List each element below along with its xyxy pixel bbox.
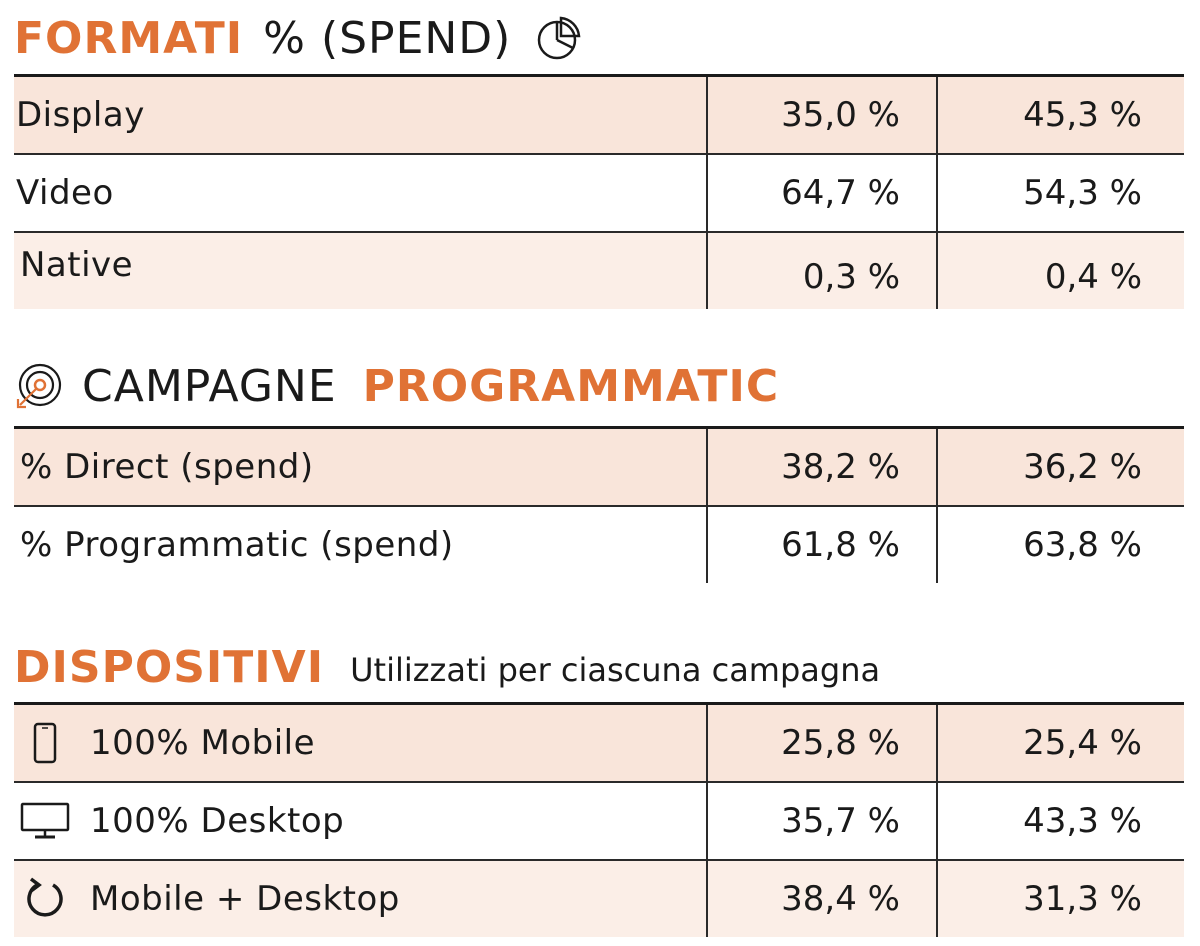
value-col-2: 63,8 %: [936, 507, 1184, 583]
target-arrow-icon: [14, 361, 64, 411]
dispositivi-title-strong: DISPOSITIVI: [14, 641, 325, 693]
formati-section: FORMATI % (SPEND) Display 35,0 % 45,3 % …: [14, 0, 1184, 310]
value-col-1: 25,8 %: [706, 705, 936, 781]
value-col-1: 0,3 %: [706, 233, 936, 309]
row-label: Video: [16, 173, 114, 213]
value-col-1: 35,0 %: [706, 77, 936, 153]
smartphone-icon: [16, 722, 74, 764]
row-label: % Programmatic (spend): [20, 525, 454, 565]
table-row: 100% Mobile 25,8 % 25,4 %: [14, 705, 1184, 783]
row-label: Mobile + Desktop: [90, 879, 400, 919]
campagne-table: % Direct (spend) 38,2 % 36,2 % % Program…: [14, 426, 1184, 583]
campagne-heading: CAMPAGNE PROGRAMMATIC: [14, 356, 779, 416]
value-col-2: 43,3 %: [936, 783, 1184, 859]
value-col-2: 0,4 %: [936, 233, 1184, 309]
desktop-monitor-icon: [16, 801, 74, 841]
formati-table: Display 35,0 % 45,3 % Video 64,7 % 54,3 …: [14, 74, 1184, 309]
dispositivi-section: DISPOSITIVI Utilizzati per ciascuna camp…: [14, 630, 1184, 940]
table-row: % Direct (spend) 38,2 % 36,2 %: [14, 429, 1184, 507]
value-col-1: 64,7 %: [706, 155, 936, 231]
table-row: Display 35,0 % 45,3 %: [14, 77, 1184, 155]
value-col-2: 54,3 %: [936, 155, 1184, 231]
formati-title-light: % (SPEND): [263, 12, 512, 64]
row-label-cell: 100% Desktop: [14, 783, 706, 859]
row-label: Native: [20, 245, 134, 285]
value-col-2: 31,3 %: [936, 861, 1184, 937]
formati-title-strong: FORMATI: [14, 12, 244, 64]
table-row: Video 64,7 % 54,3 %: [14, 155, 1184, 233]
row-label-cell: 100% Mobile: [14, 705, 706, 781]
refresh-icon: [16, 877, 74, 921]
table-row: 100% Desktop 35,7 % 43,3 %: [14, 783, 1184, 861]
formati-heading: FORMATI % (SPEND): [14, 8, 583, 68]
row-label: % Direct (spend): [20, 447, 314, 487]
row-label: Display: [16, 95, 145, 135]
dispositivi-table: 100% Mobile 25,8 % 25,4 % 100% Desktop 3…: [14, 702, 1184, 937]
row-label-cell: Mobile + Desktop: [14, 861, 706, 937]
row-label: 100% Desktop: [90, 801, 345, 841]
dispositivi-heading: DISPOSITIVI Utilizzati per ciascuna camp…: [14, 636, 880, 698]
value-col-2: 36,2 %: [936, 429, 1184, 505]
value-col-1: 38,2 %: [706, 429, 936, 505]
campagne-title-strong: PROGRAMMATIC: [362, 360, 780, 412]
campagne-title-light: CAMPAGNE: [82, 360, 337, 412]
value-col-2: 25,4 %: [936, 705, 1184, 781]
table-row: Native 0,3 % 0,4 %: [14, 233, 1184, 309]
value-col-1: 61,8 %: [706, 507, 936, 583]
value-col-1: 38,4 %: [706, 861, 936, 937]
table-row: Mobile + Desktop 38,4 % 31,3 %: [14, 861, 1184, 937]
row-label: 100% Mobile: [90, 723, 316, 763]
value-col-2: 45,3 %: [936, 77, 1184, 153]
campagne-section: CAMPAGNE PROGRAMMATIC % Direct (spend) 3…: [14, 350, 1184, 590]
pie-chart-icon: [535, 14, 583, 62]
table-row: % Programmatic (spend) 61,8 % 63,8 %: [14, 507, 1184, 583]
value-col-1: 35,7 %: [706, 783, 936, 859]
dispositivi-subtitle: Utilizzati per ciascuna campagna: [350, 651, 881, 689]
